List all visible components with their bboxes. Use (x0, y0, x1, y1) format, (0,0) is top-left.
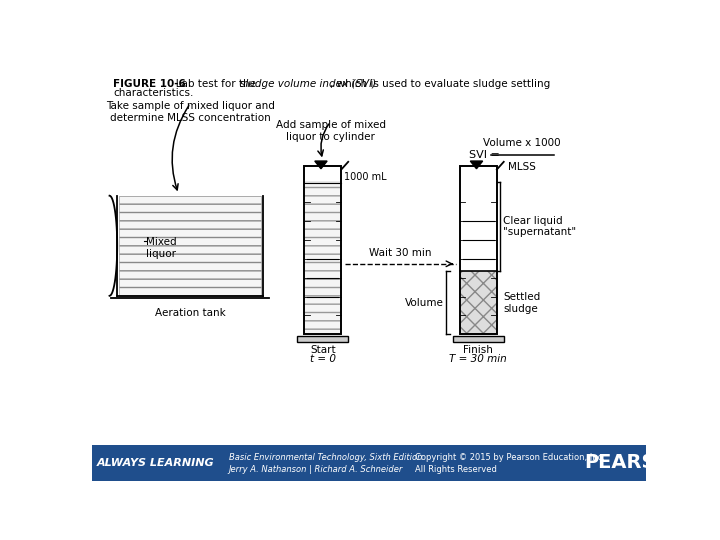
Bar (305, 166, 341, 334)
Text: Finish: Finish (464, 345, 493, 355)
Text: Start: Start (310, 345, 336, 355)
Text: Aeration tank: Aeration tank (155, 308, 225, 318)
Text: Volume x 1000: Volume x 1000 (483, 138, 561, 148)
Text: , which is used to evaluate sludge settling: , which is used to evaluate sludge settl… (330, 79, 551, 89)
Text: characteristics.: characteristics. (113, 88, 194, 98)
Bar (460, 182, 497, 271)
Bar (119, 195, 261, 296)
Text: Wait 30 min: Wait 30 min (369, 248, 432, 258)
Text: PEARSON: PEARSON (585, 454, 689, 472)
Text: MLSS: MLSS (508, 162, 536, 172)
Text: Copyright © 2015 by Pearson Education, Inc.: Copyright © 2015 by Pearson Education, I… (415, 453, 605, 462)
Bar (297, 336, 348, 342)
Text: Mixed
liquor: Mixed liquor (145, 237, 176, 259)
Bar (453, 336, 504, 342)
Text: All Rights Reserved: All Rights Reserved (415, 464, 497, 474)
Text: SVI =: SVI = (469, 150, 500, 160)
Polygon shape (470, 161, 482, 168)
Text: Settled
sludge: Settled sludge (503, 292, 540, 314)
Text: Take sample of mixed liquor and
determine MLSS concentration: Take sample of mixed liquor and determin… (106, 101, 275, 123)
Text: Lab test for the: Lab test for the (166, 79, 259, 89)
Text: sludge volume index (SVI): sludge volume index (SVI) (240, 79, 376, 89)
Text: t = 0: t = 0 (310, 354, 336, 364)
Bar (460, 166, 497, 334)
Polygon shape (315, 161, 327, 168)
Text: T = 30 min: T = 30 min (449, 354, 507, 364)
Text: ALWAYS LEARNING: ALWAYS LEARNING (96, 458, 214, 468)
Text: 1000 mL: 1000 mL (343, 172, 386, 182)
Bar (305, 182, 341, 334)
Text: FIGURE 10-6: FIGURE 10-6 (113, 79, 186, 89)
Bar (92, 445, 647, 481)
Text: Add sample of mixed
liquor to cylinder: Add sample of mixed liquor to cylinder (276, 120, 385, 142)
Text: Basic Environmental Technology, Sixth Edition: Basic Environmental Technology, Sixth Ed… (229, 453, 422, 462)
Bar (460, 271, 497, 334)
Text: Volume: Volume (405, 298, 444, 308)
Text: Jerry A. Nathanson | Richard A. Schneider: Jerry A. Nathanson | Richard A. Schneide… (229, 464, 403, 474)
Text: Clear liquid
"supernatant": Clear liquid "supernatant" (503, 215, 576, 237)
